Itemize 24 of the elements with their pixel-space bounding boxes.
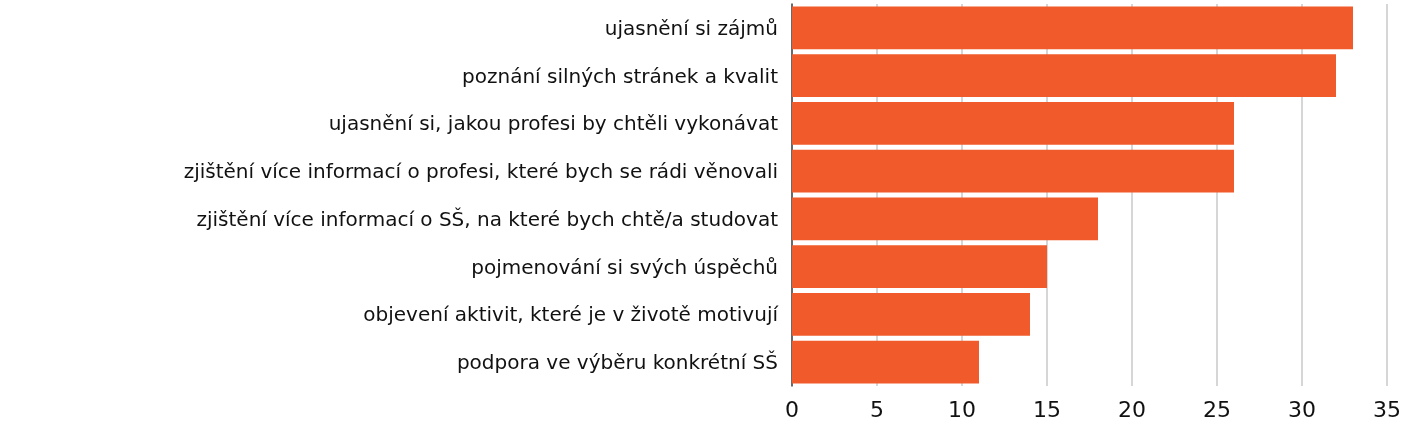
x-tick-label: 30 [1288,396,1316,422]
y-tick-label: objevení aktivit, které je v životě motivují [363,302,780,327]
x-tick-label: 15 [1033,396,1061,422]
bar [792,101,1234,145]
bar [792,197,1098,241]
y-tick-label: pojmenování si svých úspěchů [471,254,778,279]
bar [792,340,979,384]
bar [792,54,1336,98]
y-tick-label: zjištění více informací o profesi, které bych se rádi věnovali [183,159,778,184]
x-tick-label: 25 [1203,396,1231,422]
x-tick-label: 20 [1118,396,1146,422]
bar [792,292,1030,336]
bar [792,245,1047,289]
x-tick-label: 5 [870,396,884,422]
y-tick-label: podpora ve výběru konkrétní SŠ [456,350,778,375]
y-tick-label: zjištění více informací o SŠ, na které bych chtě/a studovat [196,206,779,231]
x-tick-label: 35 [1373,396,1401,422]
y-tick-label: ujasnění si zájmů [604,15,778,40]
x-tick-label: 0 [785,396,799,422]
x-tick-label: 10 [948,396,976,422]
y-tick-label: poznání silných stránek a kvalit [462,63,779,88]
y-tick-label: ujasnění si, jakou profesi by chtěli vykonávat [328,111,779,136]
bar [792,149,1234,193]
bar [792,6,1353,50]
